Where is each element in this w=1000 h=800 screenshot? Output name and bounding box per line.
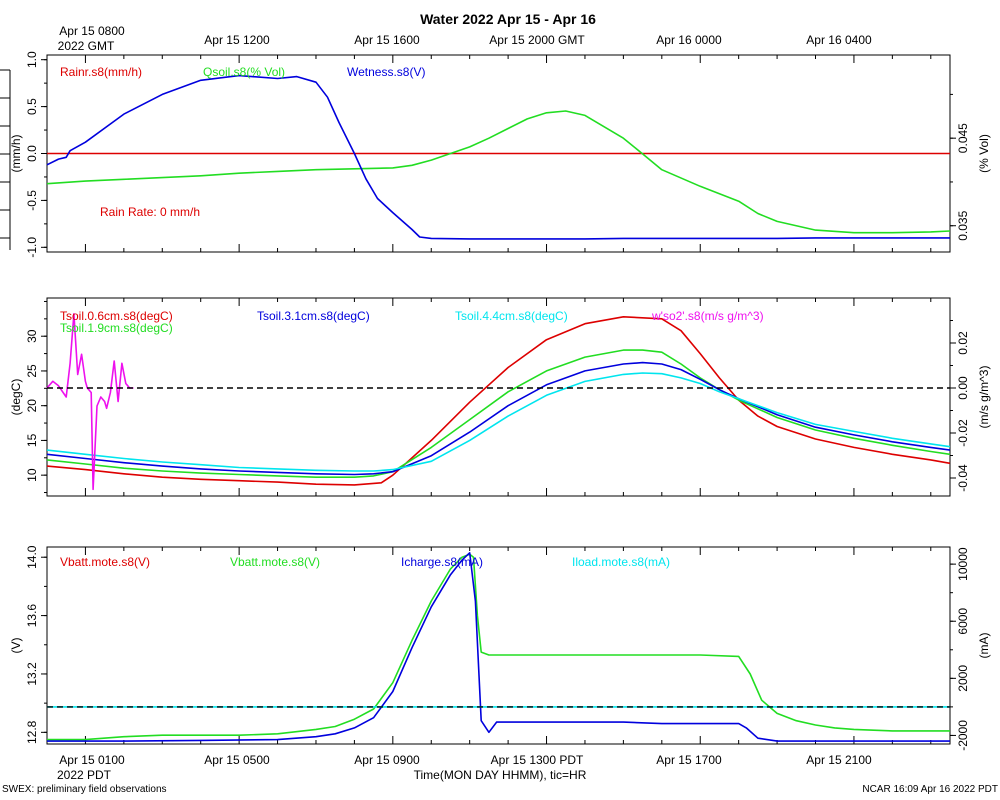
legend-label: Tsoil.0.6cm.s8(degC) bbox=[60, 309, 173, 323]
top-time-label: Apr 15 1600 bbox=[354, 33, 420, 47]
y-tick-label-right: 6000 bbox=[956, 608, 970, 635]
legend-label: Vbatt.mote.s8(V) bbox=[230, 555, 320, 569]
y-tick-label-left: -1.0 bbox=[25, 237, 39, 258]
chart-title: Water 2022 Apr 15 - Apr 16 bbox=[420, 11, 596, 27]
y-tick-label-left: 1.0 bbox=[25, 51, 39, 68]
legend-label: Tsoil.3.1cm.s8(degC) bbox=[257, 309, 370, 323]
y-axis-label-left: (V) bbox=[9, 638, 23, 654]
y-tick-label-right: 0.00 bbox=[956, 376, 970, 400]
series-line-tsoil-0-6cm-s8-degc bbox=[46, 315, 951, 486]
annotation: Rain Rate: 0 mm/h bbox=[100, 205, 200, 219]
series-line-wetness-s8-v bbox=[46, 74, 950, 240]
series-line-tsoil-1-9cm-s8-degc bbox=[46, 349, 951, 479]
legend-label: Vbatt.mote.s8(V) bbox=[60, 555, 150, 569]
y-tick-label-left: 13.2 bbox=[25, 662, 39, 686]
left-edge-ticks bbox=[0, 69, 11, 250]
bottom-time-label: Apr 15 2100 bbox=[806, 753, 872, 767]
bottom-time-label: Apr 15 1300 PDT bbox=[491, 753, 584, 767]
legend-label: w'so2'.s8(m/s g/m^3) bbox=[651, 309, 764, 323]
bottom-time-sublabel: 2022 PDT bbox=[57, 768, 112, 782]
legend-label: Qsoil.s8(% Vol) bbox=[203, 65, 285, 79]
panel-1: -1.0 -0.5 0.0 0.5 1.0 0.035 0.045 (mm/h) (% Vol)… bbox=[9, 51, 991, 258]
plot-frame bbox=[46, 297, 951, 497]
y-tick-label-left: 15 bbox=[25, 433, 39, 447]
bottom-time-label: Apr 15 0500 bbox=[204, 753, 270, 767]
plot-frame bbox=[46, 546, 951, 745]
y-tick-label-right: 0.02 bbox=[956, 331, 970, 355]
y-tick-label-left: 12.8 bbox=[25, 720, 39, 744]
y-tick-label-right: -0.02 bbox=[956, 419, 970, 447]
y-tick-label-left: -0.5 bbox=[25, 190, 39, 211]
top-time-label: Apr 15 2000 GMT bbox=[489, 33, 585, 47]
y-tick-label-right: 10000 bbox=[956, 547, 970, 581]
legend-label: Rainr.s8(mm/h) bbox=[60, 65, 142, 79]
series-line-w-so2-s8-m-s-g-m-3 bbox=[46, 312, 134, 491]
y-tick-label-left: 0.5 bbox=[25, 98, 39, 115]
y-tick-label-left: 14.0 bbox=[25, 545, 39, 569]
y-tick-label-left: 20 bbox=[25, 399, 39, 413]
y-tick-label-right: -2000 bbox=[956, 720, 970, 751]
series-line-vbatt-mote-s8-v bbox=[47, 553, 950, 741]
legend-label: Tsoil.4.4cm.s8(degC) bbox=[455, 309, 568, 323]
y-tick-label-left: 0.0 bbox=[25, 145, 39, 162]
y-tick-label-right: 0.045 bbox=[956, 123, 970, 153]
top-time-label: Apr 16 0000 bbox=[656, 33, 722, 47]
legend-label: Icharge.s8(mA) bbox=[401, 555, 483, 569]
series-line-tsoil-4-4cm-s8-degc bbox=[46, 372, 951, 472]
top-time-label: Apr 16 0400 bbox=[806, 33, 872, 47]
y-axis-label-left: (mm/h) bbox=[9, 135, 23, 173]
y-tick-label-left: 25 bbox=[25, 364, 39, 378]
y-tick-label-left: 13.6 bbox=[25, 604, 39, 628]
legend-label: Tsoil.1.9cm.s8(degC) bbox=[60, 321, 173, 335]
top-time-label: Apr 15 1200 bbox=[204, 33, 270, 47]
y-axis-label-left: (degC) bbox=[9, 379, 23, 416]
series-line-tsoil-3-1cm-s8-degc bbox=[46, 361, 951, 476]
y-tick-label-left: 30 bbox=[25, 329, 39, 343]
bottom-time-label: Apr 15 0900 bbox=[354, 753, 420, 767]
top-time-label: Apr 15 0800 bbox=[59, 24, 125, 38]
series-line-icharge-s8-ma bbox=[47, 551, 950, 742]
y-tick-label-right: 2000 bbox=[956, 665, 970, 692]
series-line-qsoil-s8-vol bbox=[46, 110, 951, 234]
panel-3: 12.8 13.2 13.6 14.0 -2000 2000 6000 10000 (V) (mA… bbox=[9, 545, 991, 751]
footer-left: SWEX: preliminary field observations bbox=[2, 784, 167, 795]
top-time-sublabel: 2022 GMT bbox=[58, 39, 115, 53]
footer-right: NCAR 16:09 Apr 16 2022 PDT bbox=[862, 784, 998, 795]
y-axis-label-right: (% Vol) bbox=[977, 134, 991, 173]
bottom-time-label: Apr 15 1700 bbox=[656, 753, 722, 767]
y-axis-label-right: (mA) bbox=[977, 633, 991, 659]
panel-2: 10 15 20 25 30 -0.04 -0.02 0.00 0.02 (degC) (m/s g… bbox=[9, 297, 991, 497]
legend-label: Wetness.s8(V) bbox=[347, 65, 425, 79]
x-axis-label: Time(MON DAY HHMM), tic=HR bbox=[414, 768, 587, 782]
y-tick-label-left: 10 bbox=[25, 468, 39, 482]
y-axis-label-right: (m/s g/m^3) bbox=[977, 366, 991, 429]
y-tick-label-right: -0.04 bbox=[956, 464, 970, 492]
y-tick-label-right: 0.035 bbox=[956, 210, 970, 240]
bottom-time-label: Apr 15 0100 bbox=[59, 753, 125, 767]
legend-label: Iload.mote.s8(mA) bbox=[572, 555, 670, 569]
